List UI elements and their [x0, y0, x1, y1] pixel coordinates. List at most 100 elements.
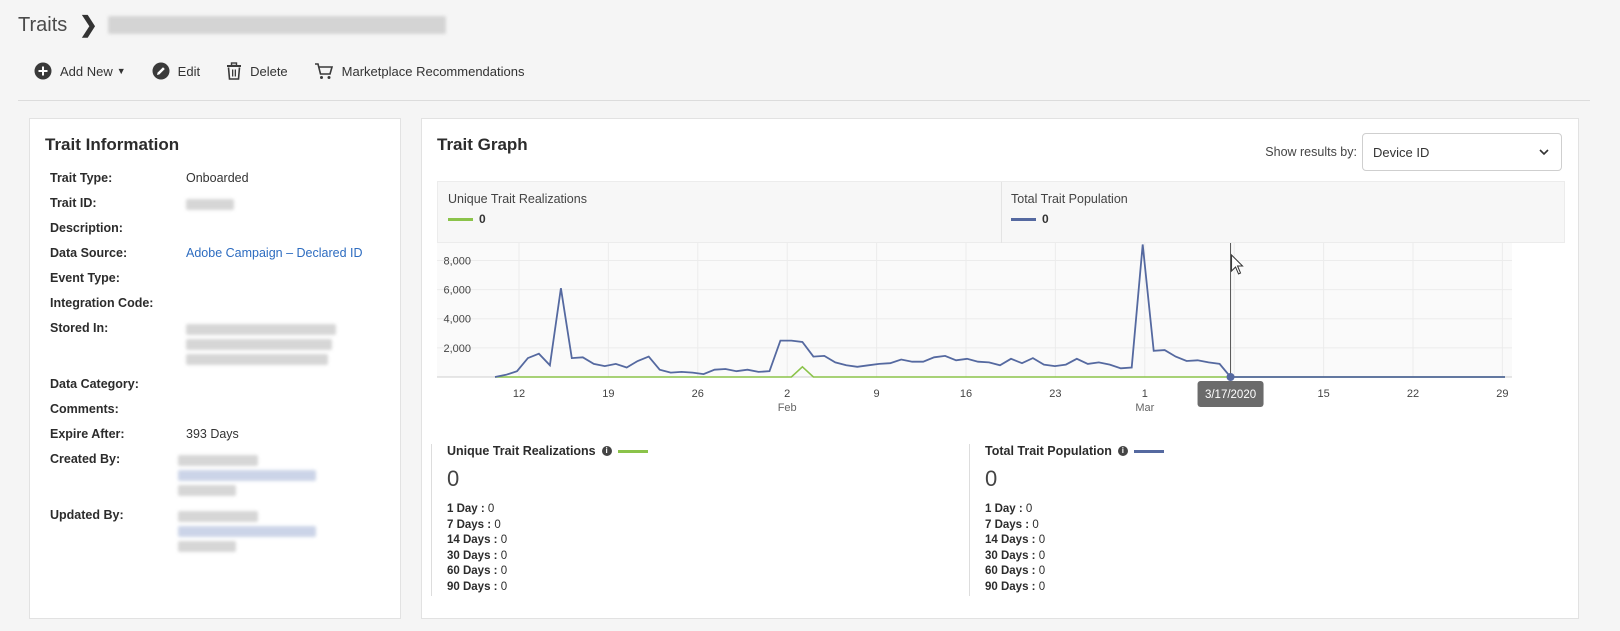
x-tick-label: 19: [602, 388, 614, 400]
show-results-select[interactable]: Device ID: [1362, 133, 1562, 171]
stats-total-total: 0: [985, 466, 998, 491]
info-label: Updated By:: [50, 508, 124, 522]
redacted-value: [186, 324, 336, 335]
legend-unique-value: 0: [479, 212, 486, 226]
info-label: Expire After:: [50, 427, 125, 441]
x-tick-label: 26: [692, 388, 704, 400]
legend-separator: [1001, 182, 1002, 244]
x-tick-label: 12: [513, 388, 525, 400]
info-label: Integration Code:: [50, 296, 154, 310]
y-tick-label: 8,000: [443, 255, 471, 267]
stat-row: 7 Days : 0: [447, 518, 501, 531]
marketplace-label: Marketplace Recommendations: [341, 63, 525, 79]
stats-total: Total Trait Population i 0 1 Day : 0 7 D…: [969, 444, 1489, 596]
delete-label: Delete: [250, 63, 288, 79]
chevron-down-icon: [1539, 148, 1549, 155]
info-label: Comments:: [50, 402, 119, 416]
hover-point: [1226, 373, 1235, 381]
pencil-circle-icon: [152, 62, 170, 80]
chart-legend: Unique Trait Realizations 0 Total Trait …: [437, 181, 1565, 244]
trait-graph-panel: Trait Graph Show results by: Device ID U…: [421, 118, 1579, 619]
tooltip-date: 3/17/2020: [1205, 389, 1256, 401]
info-label: Trait ID:: [50, 196, 97, 210]
y-tick-label: 6,000: [443, 285, 471, 297]
info-label: Event Type:: [50, 271, 120, 285]
x-tick-label: 2: [784, 388, 790, 400]
stat-row: 90 Days : 0: [447, 580, 508, 593]
info-icon[interactable]: i: [1117, 446, 1128, 456]
x-month-label: Feb: [778, 402, 797, 414]
trash-icon: [227, 62, 242, 80]
stats-total-title: Total Trait Population: [985, 444, 1112, 458]
stats-unique-swatch: [617, 449, 648, 453]
info-label: Stored In:: [50, 321, 109, 335]
redacted-value: [186, 354, 328, 365]
legend-unique-label: Unique Trait Realizations: [448, 192, 587, 206]
data-source-link[interactable]: Adobe Campaign – Declared ID: [186, 246, 363, 260]
show-results-label: Show results by:: [1265, 145, 1357, 159]
delete-button[interactable]: Delete: [226, 62, 288, 80]
stat-row: 60 Days : 0: [447, 565, 508, 577]
legend-total-label: Total Trait Population: [1011, 192, 1128, 206]
caret-down-icon: ▼: [116, 66, 126, 76]
info-value: Onboarded: [186, 171, 249, 185]
stats-total-swatch: [1133, 449, 1164, 453]
redacted-value: [178, 485, 236, 496]
info-label: Data Source:: [50, 246, 128, 260]
stat-row: 1 Day : 0: [447, 503, 495, 515]
chart-plot-area: [437, 243, 1512, 377]
x-tick-label: 23: [1049, 388, 1061, 400]
legend-total: Total Trait Population 0: [1011, 192, 1128, 226]
mouse-cursor-icon: [1231, 253, 1244, 275]
edit-button[interactable]: Edit: [152, 62, 200, 80]
marketplace-recommendations-button[interactable]: Marketplace Recommendations: [314, 62, 525, 80]
redacted-value: [178, 470, 316, 481]
x-tick-label: 1: [1142, 388, 1148, 400]
stat-row: 14 Days : 0: [985, 534, 1046, 546]
chevron-right-icon: ❯: [79, 12, 98, 37]
info-label: Created By:: [50, 452, 121, 466]
stat-row: 90 Days : 0: [985, 580, 1046, 593]
trait-information-title: Trait Information: [45, 135, 180, 154]
edit-label: Edit: [177, 63, 201, 79]
legend-total-value: 0: [1042, 212, 1049, 226]
x-tick-label: 16: [960, 388, 972, 400]
info-icon[interactable]: i: [601, 446, 612, 456]
shopping-cart-icon: [314, 63, 333, 79]
stat-row: 1 Day : 0: [985, 503, 1033, 515]
stat-row: 30 Days : 0: [447, 549, 508, 562]
add-new-label: Add New: [60, 63, 113, 79]
info-label: Description:: [50, 221, 123, 235]
toolbar-divider: [18, 100, 1590, 101]
breadcrumb-traits-link[interactable]: Traits: [18, 13, 68, 36]
info-value: 393 Days: [186, 427, 239, 441]
trait-line-chart[interactable]: 2,0004,0006,0008,00012192629162318152229…: [422, 243, 1578, 423]
tooltip-box: [1197, 381, 1264, 407]
redacted-value: [178, 511, 258, 522]
x-tick-label: 29: [1496, 388, 1508, 400]
stat-row: 60 Days : 0: [985, 565, 1046, 577]
stats-unique-total: 0: [447, 466, 460, 491]
toolbar: Add New ▼ Edit Delete Marketplace Recomm…: [34, 62, 550, 80]
stat-row: 30 Days : 0: [985, 549, 1046, 562]
stat-row: 7 Days : 0: [985, 518, 1039, 531]
redacted-value: [186, 339, 332, 350]
info-label: Trait Type:: [50, 171, 113, 185]
x-tick-label: 22: [1407, 388, 1419, 400]
legend-unique: Unique Trait Realizations 0: [448, 192, 587, 226]
x-tick-label: 15: [1317, 388, 1329, 400]
add-new-button[interactable]: Add New ▼: [34, 62, 126, 80]
y-tick-label: 2,000: [443, 343, 471, 355]
stat-row: 14 Days : 0: [447, 534, 508, 546]
redacted-value: [178, 455, 258, 466]
legend-total-swatch: [1011, 217, 1036, 221]
series-line-total-population: [494, 244, 1505, 378]
redacted-value: [178, 541, 236, 552]
show-results-value: Device ID: [1373, 144, 1430, 160]
redacted-value: [178, 526, 316, 537]
x-tick-label: 9: [874, 388, 880, 400]
legend-unique-swatch: [448, 217, 473, 221]
y-tick-label: 4,000: [443, 314, 471, 326]
trait-information-panel: Trait Information Trait Type: Onboarded …: [29, 118, 401, 619]
show-results-by: Show results by: Device ID: [1265, 133, 1562, 171]
